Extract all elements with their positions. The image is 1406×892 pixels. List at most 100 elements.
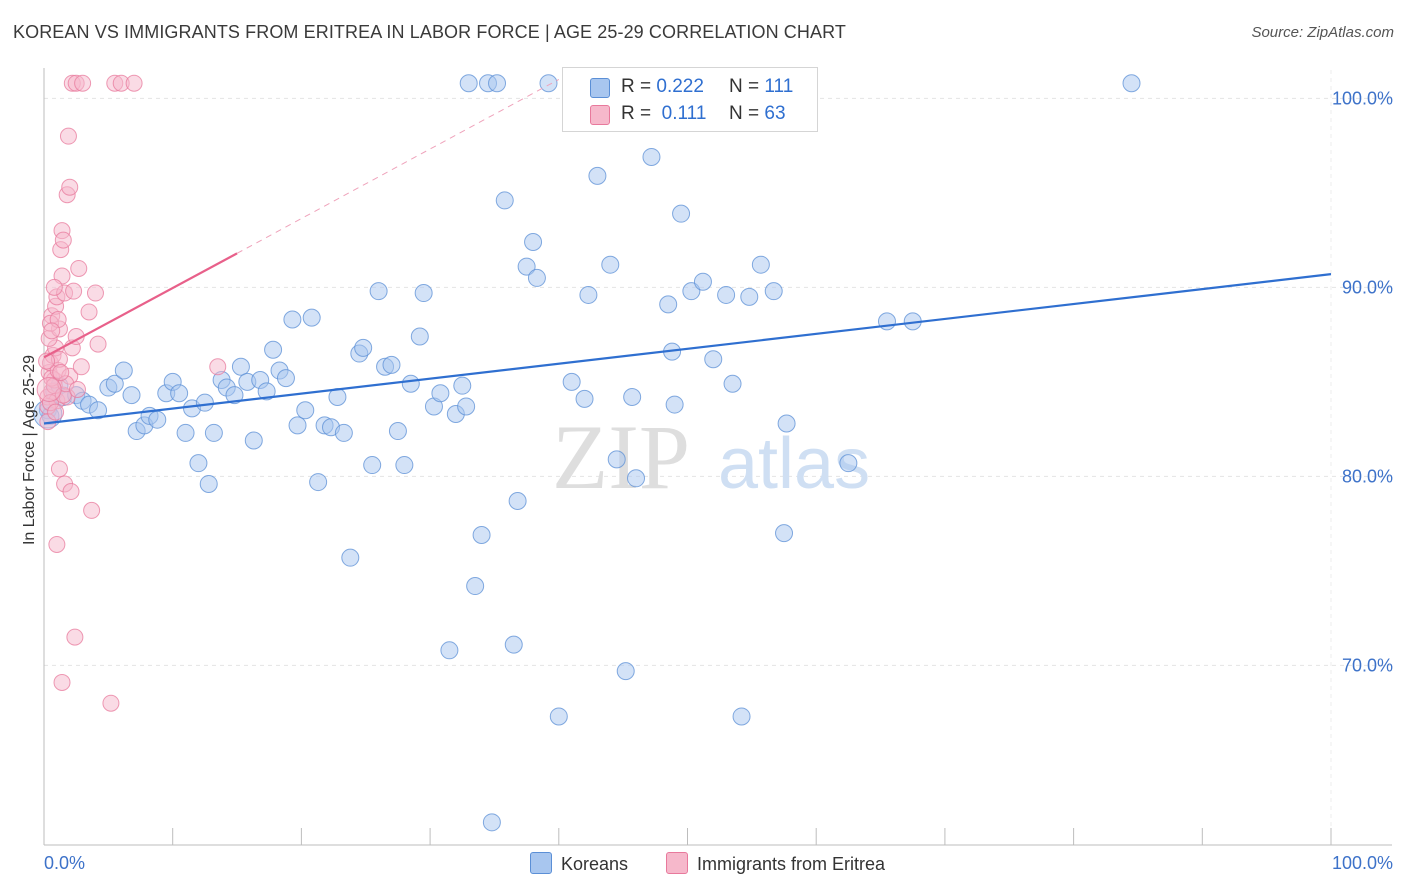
- point-eritrea: [80, 303, 98, 321]
- point-koreans: [457, 397, 476, 416]
- tick-labels: 70.0% 80.0% 90.0% 100.0% 0.0% 100.0%: [44, 88, 1393, 873]
- point-koreans: [225, 386, 244, 405]
- point-koreans: [309, 473, 328, 492]
- point-koreans: [89, 401, 108, 420]
- point-koreans: [607, 450, 626, 469]
- point-koreans: [579, 285, 598, 304]
- point-koreans: [410, 327, 429, 346]
- point-koreans: [642, 147, 661, 166]
- legend-swatch-koreans: [590, 78, 610, 98]
- legend-swatch-eritrea: [590, 105, 610, 125]
- point-koreans: [244, 431, 263, 450]
- point-koreans: [189, 454, 208, 473]
- point-koreans: [414, 284, 433, 303]
- bottom-legend-swatch-eritrea: [666, 852, 688, 874]
- point-koreans: [495, 191, 514, 210]
- point-koreans: [601, 255, 620, 274]
- point-koreans: [431, 384, 450, 403]
- point-eritrea: [209, 358, 227, 376]
- point-koreans: [148, 410, 167, 429]
- point-eritrea: [38, 352, 56, 370]
- legend-n-value: 63: [764, 103, 786, 124]
- point-koreans: [195, 393, 214, 412]
- point-eritrea: [47, 403, 65, 421]
- chart-title: KOREAN VS IMMIGRANTS FROM ERITREA IN LAB…: [13, 22, 846, 42]
- point-eritrea: [83, 501, 101, 519]
- point-koreans: [199, 474, 218, 493]
- point-koreans: [704, 350, 723, 369]
- point-koreans: [539, 74, 558, 93]
- point-eritrea: [68, 380, 86, 398]
- point-eritrea: [125, 74, 143, 92]
- point-koreans: [616, 662, 635, 681]
- y-tick-label: 90.0%: [1342, 277, 1393, 297]
- x-tick-label: 0.0%: [44, 853, 85, 873]
- point-koreans: [482, 813, 501, 832]
- point-koreans: [388, 422, 407, 441]
- point-koreans: [382, 355, 401, 374]
- point-koreans: [283, 310, 302, 329]
- point-koreans: [459, 74, 478, 93]
- point-koreans: [122, 386, 141, 405]
- point-eritrea: [54, 231, 72, 249]
- point-koreans: [777, 414, 796, 433]
- point-eritrea: [43, 322, 61, 340]
- point-eritrea: [65, 282, 83, 300]
- x-tick-label: 100.0%: [1332, 853, 1393, 873]
- point-koreans: [369, 282, 388, 301]
- y-tick-label: 70.0%: [1342, 655, 1393, 675]
- point-eritrea: [45, 278, 63, 296]
- trend-line-eritrea: [43, 252, 238, 359]
- point-koreans: [693, 272, 712, 291]
- point-eritrea: [48, 535, 66, 553]
- point-koreans: [575, 389, 594, 408]
- point-koreans: [627, 469, 646, 488]
- bottom-legend: Koreans Immigrants from Eritrea: [0, 852, 1406, 878]
- bottom-legend-eritrea: Immigrants from Eritrea: [666, 852, 885, 875]
- legend-r-value: 0.111: [656, 103, 707, 124]
- point-eritrea: [61, 178, 79, 196]
- point-koreans: [114, 361, 133, 380]
- y-tick-label: 100.0%: [1332, 88, 1393, 108]
- legend-n: N = 111: [729, 76, 794, 97]
- legend-n-value: 111: [764, 76, 794, 97]
- point-koreans: [466, 577, 485, 596]
- point-koreans: [504, 635, 523, 654]
- point-koreans: [672, 204, 691, 223]
- point-koreans: [363, 456, 382, 475]
- y-axis-label-wrap: In Labor Force | Age 25-29: [18, 300, 42, 600]
- point-koreans: [764, 282, 783, 301]
- point-koreans: [341, 548, 360, 567]
- point-eritrea: [66, 628, 84, 646]
- point-koreans: [288, 416, 307, 435]
- point-koreans: [302, 308, 321, 327]
- point-eritrea: [74, 74, 92, 92]
- point-koreans: [231, 357, 250, 376]
- point-koreans: [354, 338, 373, 357]
- point-koreans: [105, 374, 124, 393]
- point-koreans: [527, 268, 546, 287]
- point-koreans: [623, 388, 642, 407]
- trend-lines: [43, 79, 1332, 425]
- point-koreans: [723, 374, 742, 393]
- point-koreans: [659, 295, 678, 314]
- y-tick-label: 80.0%: [1342, 466, 1393, 486]
- point-koreans: [508, 491, 527, 510]
- point-koreans: [717, 285, 736, 304]
- point-eritrea: [50, 460, 68, 478]
- bottom-legend-koreans: Koreans: [530, 852, 628, 875]
- point-koreans: [740, 287, 759, 306]
- point-koreans: [732, 707, 751, 726]
- source-label: Source: ZipAtlas.com: [1251, 24, 1394, 41]
- point-eritrea: [70, 259, 88, 277]
- legend: R = 0.222 N = 111 R = 0.111 N = 63: [562, 67, 818, 132]
- point-eritrea: [102, 694, 120, 712]
- point-koreans: [170, 384, 189, 403]
- point-koreans: [1122, 74, 1141, 93]
- point-koreans: [588, 166, 607, 185]
- point-koreans: [395, 456, 414, 475]
- point-koreans: [517, 257, 536, 276]
- point-eritrea: [59, 127, 77, 145]
- point-koreans: [440, 641, 459, 660]
